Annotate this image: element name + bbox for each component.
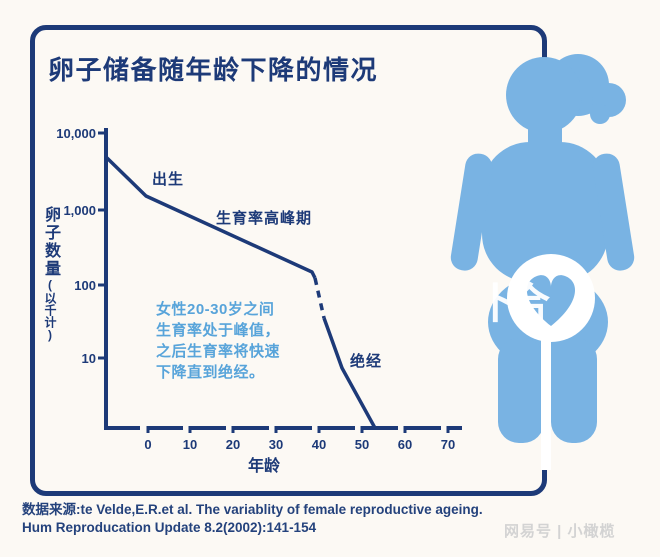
y-tick-label-100: 100 — [74, 278, 96, 293]
right-leg — [551, 338, 597, 443]
egg-reserve-line-solid-2 — [322, 317, 377, 429]
y-axis-ticks — [98, 131, 106, 360]
x-axis-ticks — [146, 426, 450, 433]
watermark-footer: 网易号 | 小橄榄 — [504, 523, 616, 540]
x-tick-label-10: 10 — [182, 437, 198, 452]
right-arm — [592, 153, 635, 271]
left-leg — [498, 338, 544, 443]
x-tick-label-50: 50 — [354, 437, 370, 452]
x-tick-label-70: 70 — [440, 437, 456, 452]
hair-curl-tip — [590, 104, 610, 124]
torso — [482, 142, 608, 282]
x-tick-label-30: 30 — [268, 437, 284, 452]
left-arm — [450, 153, 493, 271]
data-source-text: 数据来源:te Velde,E.R.et al. The variablity … — [22, 502, 483, 535]
heart-icon — [526, 275, 576, 326]
page-title: 卵子储备随年龄下降的情况 — [48, 55, 379, 85]
annotation-menopause: 绝经 — [350, 353, 383, 370]
y-axis-title-sub: (以千计) — [43, 278, 57, 342]
y-tick-label-1000: 1,000 — [63, 203, 96, 218]
x-tick-label-60: 60 — [397, 437, 413, 452]
y-axis-title: 卵子数量(以千计) — [38, 206, 62, 376]
x-tick-label-0: 0 — [144, 437, 152, 452]
egg-reserve-line-solid-1 — [104, 155, 317, 279]
leg-gap-line — [541, 328, 551, 470]
y-axis-title-main: 卵子数量 — [42, 206, 59, 278]
watermark-center: 卜合 — [478, 280, 550, 327]
annotation-paragraph: 女性20-30岁之间 生育率处于峰值， 之后生育率将快速 下降直到绝经。 — [156, 301, 281, 381]
annotation-peak-fertility: 生育率高峰期 — [216, 210, 313, 227]
pregnant-woman-icon — [450, 54, 635, 470]
annotation-birth: 出生 — [152, 171, 185, 188]
egg-reserve-line-dashed — [313, 277, 326, 319]
x-tick-label-20: 20 — [225, 437, 241, 452]
y-tick-label-10000: 10,000 — [56, 126, 96, 141]
y-tick-label-10: 10 — [81, 351, 96, 366]
head — [506, 57, 582, 133]
x-tick-label-40: 40 — [311, 437, 327, 452]
x-axis-title: 年龄 — [248, 458, 281, 475]
